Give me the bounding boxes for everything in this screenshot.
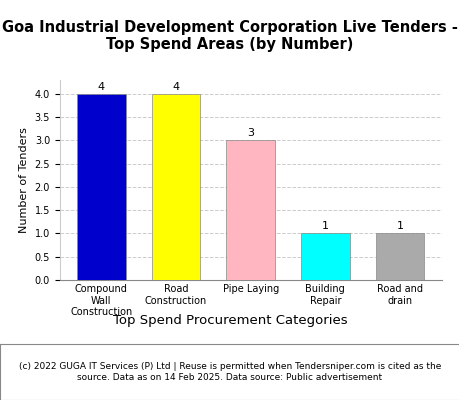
Text: Goa Industrial Development Corporation Live Tenders -
Top Spend Areas (by Number: Goa Industrial Development Corporation L… [2,20,457,52]
Text: 1: 1 [396,221,403,231]
Text: 3: 3 [246,128,254,138]
Text: 4: 4 [98,82,105,92]
Y-axis label: Number of Tenders: Number of Tenders [19,127,29,233]
Text: (c) 2022 GUGA IT Services (P) Ltd | Reuse is permitted when Tendersniper.com is : (c) 2022 GUGA IT Services (P) Ltd | Reus… [19,362,440,382]
Text: Top Spend Procurement Categories: Top Spend Procurement Categories [112,314,347,327]
Text: 4: 4 [172,82,179,92]
Bar [77,94,125,280]
Bar [301,234,349,280]
Bar [375,234,423,280]
Bar [226,140,274,280]
Bar [151,94,200,280]
Text: 1: 1 [321,221,328,231]
